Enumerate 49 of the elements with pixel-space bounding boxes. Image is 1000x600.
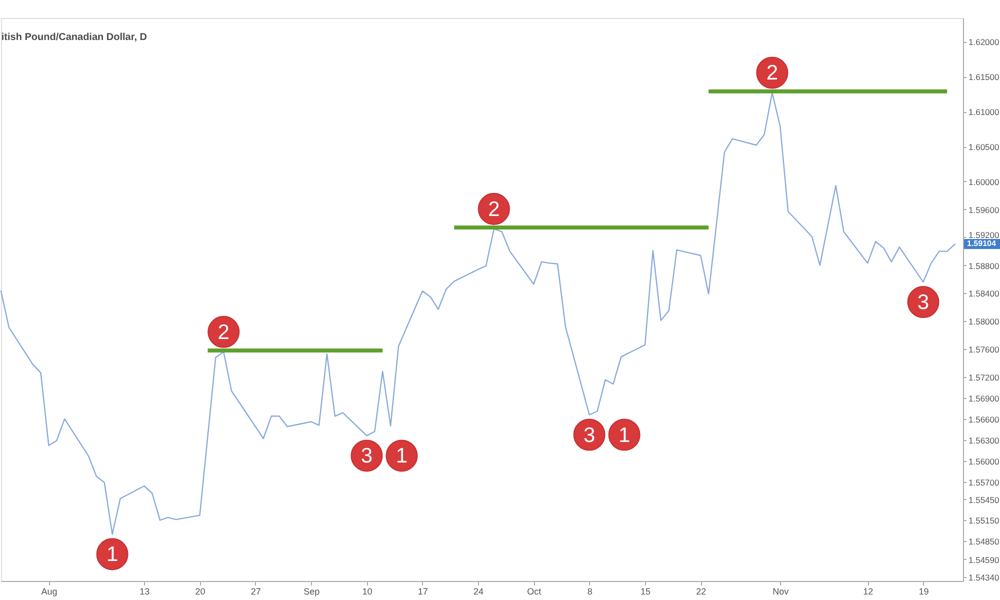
x-tick-label: 13 bbox=[140, 586, 150, 596]
data-label: 1.59104 bbox=[967, 239, 996, 248]
y-tick-label: 1.56300 bbox=[968, 435, 1000, 446]
x-tick-label: 10 bbox=[362, 586, 372, 596]
y-tick-label: 1.55700 bbox=[968, 477, 1000, 488]
line-series bbox=[0, 92, 956, 535]
x-tick-label: 20 bbox=[195, 586, 206, 596]
y-tick-label: 1.56900 bbox=[968, 393, 1000, 404]
y-tick-label: 1.62000 bbox=[968, 37, 1000, 48]
annotation: 2 bbox=[218, 320, 230, 344]
x-tick-label: 22 bbox=[696, 586, 706, 596]
y-tick-label: 1.54340 bbox=[968, 572, 1000, 582]
annotation: 3 bbox=[360, 444, 373, 468]
y-tick-label: 1.54850 bbox=[968, 536, 1000, 547]
y-tick-label: 1.61000 bbox=[968, 107, 1000, 118]
y-tick-label: 1.54590 bbox=[968, 554, 1000, 565]
x-tick-label: 15 bbox=[640, 586, 650, 596]
x-tick-label: Oct bbox=[527, 586, 542, 596]
y-tick-label: 1.57600 bbox=[968, 344, 1000, 355]
x-tick-label: 8 bbox=[587, 586, 592, 596]
annotation: 2 bbox=[766, 62, 778, 85]
y-tick-label: 1.58000 bbox=[968, 316, 1000, 327]
x-tick-label: 27 bbox=[250, 586, 261, 596]
y-tick-label: 1.59200 bbox=[968, 230, 1000, 240]
x-tick-label: 24 bbox=[474, 586, 484, 596]
x-tick-label: 19 bbox=[918, 586, 929, 596]
x-tick-label: Nov bbox=[772, 586, 790, 596]
y-tick-label: 1.58400 bbox=[968, 288, 1000, 299]
x-tick-label: 17 bbox=[418, 586, 428, 596]
x-tick-label: Sep bbox=[304, 586, 320, 596]
annotation: 3 bbox=[917, 291, 930, 314]
x-tick-label: Aug bbox=[41, 586, 58, 596]
text: itish Pound/Canadian Dollar, D bbox=[1, 32, 147, 43]
y-tick-label: 1.58800 bbox=[968, 260, 1000, 271]
y-tick-label: 1.56000 bbox=[968, 456, 1000, 466]
y-tick-label: 1.57200 bbox=[968, 372, 1000, 383]
y-tick-label: 1.56600 bbox=[968, 414, 1000, 424]
annotation: 3 bbox=[583, 424, 596, 447]
y-tick-label: 1.55450 bbox=[968, 494, 1000, 505]
y-tick-label: 1.60000 bbox=[968, 176, 1000, 187]
annotation: 1 bbox=[106, 543, 118, 566]
y-tick-label: 1.59600 bbox=[968, 204, 1000, 215]
annotation: 1 bbox=[618, 424, 630, 447]
annotation: 1 bbox=[396, 444, 408, 468]
y-tick-label: 1.60500 bbox=[968, 142, 1000, 152]
annotation: 2 bbox=[488, 198, 500, 221]
y-tick-label: 1.55150 bbox=[968, 516, 1000, 526]
y-tick-label: 1.61500 bbox=[968, 72, 1000, 82]
x-tick-label: 12 bbox=[863, 586, 874, 596]
